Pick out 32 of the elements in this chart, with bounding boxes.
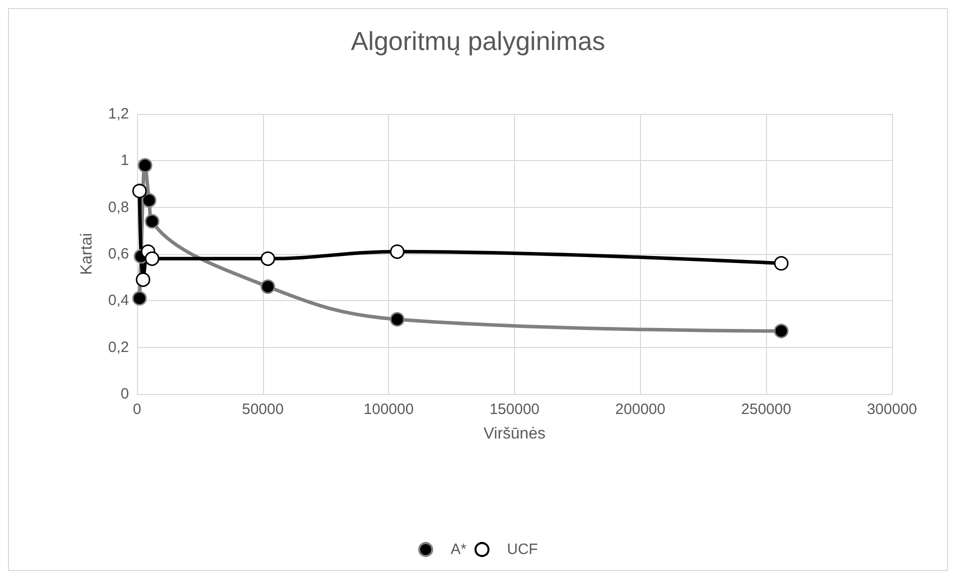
point [774,256,789,271]
y-tick-label: 0,6 [108,246,129,262]
point [144,214,160,229]
point [390,244,404,259]
point [144,251,160,266]
y-tick-label: 1,2 [108,106,129,122]
legend-label: A* [450,541,467,558]
x-tick-label: 50000 [242,401,284,418]
point [138,158,152,173]
x-tick-label: 250000 [741,401,792,418]
legend-label: UCF [507,541,538,558]
point [390,312,404,327]
y-axis-title: Kartai [78,233,96,275]
x-tick-label: 0 [132,401,142,418]
point [260,279,276,294]
x-tick-label: 200000 [615,401,666,418]
x-tick-label: 300000 [866,401,918,418]
point [774,324,789,338]
y-tick-label: 1 [120,152,129,170]
point [136,272,150,287]
point [132,184,147,198]
chart-title: Algoritmų palyginimas [350,26,606,56]
x-tick-label: 150000 [489,401,540,418]
y-tick-label: 0,8 [108,198,129,216]
y-tick-label: 0,4 [108,292,129,310]
y-tick-label: 0,2 [108,338,129,356]
point [132,291,147,306]
point [142,193,156,208]
y-tick-label: 0 [120,386,129,402]
x-axis-title: Viršūnės [484,426,546,442]
point [260,251,276,266]
x-tick-label: 100000 [364,401,414,418]
